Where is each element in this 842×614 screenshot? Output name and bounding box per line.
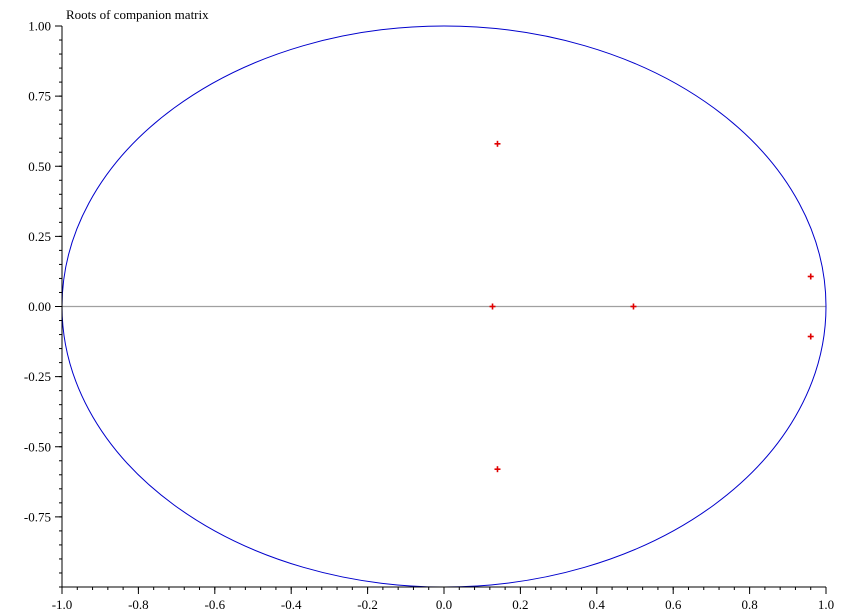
x-tick-label: -0.2 (357, 597, 378, 612)
y-tick-label: 0.00 (28, 299, 51, 314)
root-marker (630, 303, 637, 310)
chart-title: Roots of companion matrix (66, 7, 209, 22)
y-tick-label: 0.50 (28, 159, 51, 174)
root-marker (489, 303, 496, 310)
x-tick-label: -0.6 (205, 597, 226, 612)
y-tick-label: -0.25 (24, 369, 51, 384)
x-tick-label: 0.6 (665, 597, 682, 612)
root-marker (494, 466, 501, 473)
x-tick-label: 0.8 (741, 597, 757, 612)
y-tick-label: 0.25 (28, 229, 51, 244)
root-marker (807, 333, 814, 340)
x-tick-label: 1.0 (818, 597, 834, 612)
root-marker (494, 140, 501, 147)
x-tick-label: -0.4 (281, 597, 302, 612)
y-tick-label: 0.75 (28, 89, 51, 104)
axes: 1.00 0.75 0.50 0.25 0.00 -0.25 -0.50 -0.75 -1.0 -… (24, 19, 834, 613)
y-tick-label: 1.00 (28, 19, 51, 34)
plot-area (61, 25, 827, 588)
x-tick-label: -1.0 (52, 597, 73, 612)
x-tick-label: 0.4 (589, 597, 606, 612)
x-tick-label: 0.2 (512, 597, 528, 612)
x-tick-label: -0.8 (128, 597, 149, 612)
y-tick-label: -0.50 (24, 439, 51, 454)
root-marker (807, 273, 814, 280)
x-tick-label: 0.0 (436, 597, 452, 612)
y-tick-label: -0.75 (24, 509, 51, 524)
